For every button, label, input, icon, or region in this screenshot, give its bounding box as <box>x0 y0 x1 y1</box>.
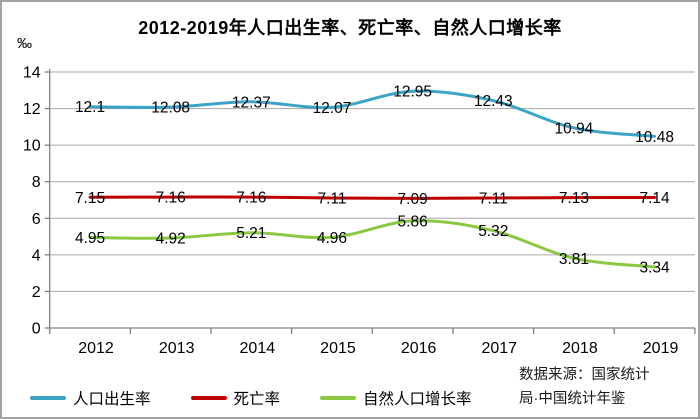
y-tick-label: 6 <box>32 211 41 228</box>
data-label: 7.16 <box>156 190 186 207</box>
legend-line-swatch <box>190 396 227 400</box>
data-label: 12.37 <box>232 94 271 111</box>
legend-line-swatch <box>320 396 357 400</box>
data-label: 12.08 <box>151 100 190 117</box>
data-label: 7.16 <box>236 190 266 207</box>
data-label: 5.32 <box>478 223 508 240</box>
data-label: 4.95 <box>75 230 105 247</box>
y-tick-label: 14 <box>23 65 41 82</box>
data-label: 7.13 <box>559 190 589 207</box>
legend-label: 人口出生率 <box>73 391 151 408</box>
x-tick-label: 2015 <box>320 340 356 357</box>
source-note-line1: 数据来源：国家统计 <box>519 367 650 383</box>
y-tick-label: 2 <box>32 284 41 301</box>
data-label: 12.95 <box>393 84 432 101</box>
legend: 人口出生率 死亡率 自然人口增长率 <box>30 387 472 409</box>
data-label: 12.1 <box>75 99 105 116</box>
legend-label: 死亡率 <box>233 391 281 408</box>
x-tick-label: 2019 <box>643 340 679 357</box>
x-tick-label: 2012 <box>78 340 114 357</box>
chart-title: 2012-2019年人口出生率、死亡率、自然人口增长率 <box>138 18 562 38</box>
data-label: 7.11 <box>479 190 508 207</box>
y-tick-label: 10 <box>23 138 41 155</box>
y-axis-unit-label: ‰ <box>17 35 32 52</box>
data-label: 7.14 <box>639 190 670 207</box>
x-tick-label: 2016 <box>401 340 437 357</box>
source-note-line2: 局·中国统计年鉴 <box>519 391 626 407</box>
data-label: 12.43 <box>474 93 513 110</box>
x-tick-label: 2017 <box>481 340 517 357</box>
x-tick-label: 2018 <box>562 340 598 357</box>
data-label: 3.34 <box>639 259 670 276</box>
legend-line-swatch <box>30 396 66 400</box>
legend-item: 死亡率 <box>190 387 281 409</box>
data-label: 7.15 <box>75 190 105 207</box>
x-tick-label: 2013 <box>159 340 195 357</box>
data-label: 5.86 <box>398 213 428 230</box>
y-tick-label: 4 <box>32 247 41 264</box>
series-line <box>88 219 657 269</box>
y-tick-label: 8 <box>32 174 41 191</box>
data-label: 7.11 <box>317 190 346 207</box>
data-label: 3.81 <box>559 251 589 268</box>
data-label: 4.92 <box>156 231 186 248</box>
series-line <box>88 195 657 200</box>
data-label: 7.09 <box>398 191 428 208</box>
y-tick-label: 0 <box>32 321 41 338</box>
source-note: 数据来源：国家统计 局·中国统计年鉴 <box>519 363 697 411</box>
legend-item: 人口出生率 <box>30 387 151 409</box>
legend-label: 自然人口增长率 <box>363 391 472 408</box>
x-tick-label: 2014 <box>240 340 276 357</box>
data-label: 4.96 <box>317 230 347 247</box>
legend-item: 自然人口增长率 <box>320 387 472 409</box>
data-label: 5.21 <box>236 225 266 242</box>
series-line <box>88 89 657 138</box>
data-label: 10.94 <box>555 120 594 137</box>
y-tick-label: 12 <box>23 101 41 118</box>
data-label: 10.48 <box>635 129 674 146</box>
data-label: 12.07 <box>313 100 352 117</box>
